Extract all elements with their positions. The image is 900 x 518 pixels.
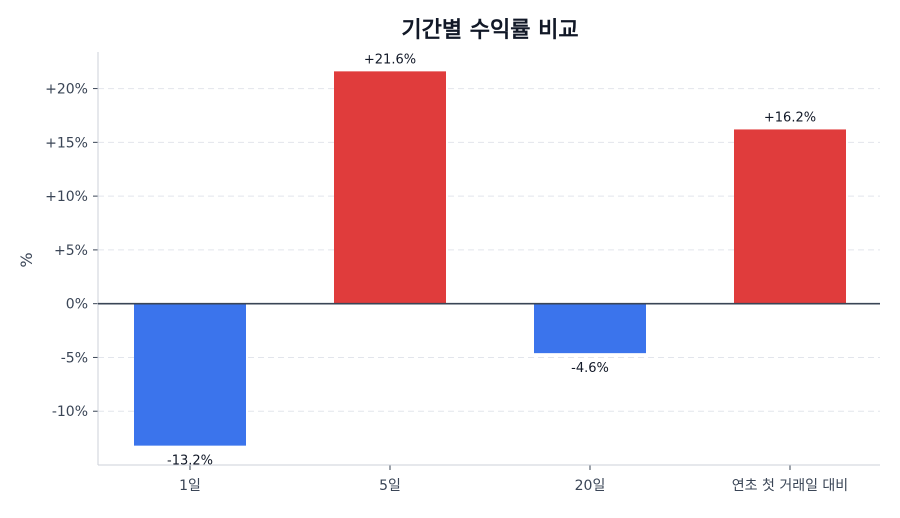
bar xyxy=(334,71,446,304)
y-tick-label: +5% xyxy=(54,243,88,259)
y-axis-label: % xyxy=(17,252,36,267)
y-tick-label: -5% xyxy=(61,350,88,366)
y-tick-label: -10% xyxy=(52,404,88,420)
y-tick-label: 0% xyxy=(66,297,88,313)
x-tick-label: 20일 xyxy=(575,478,606,494)
x-tick-label: 1일 xyxy=(179,478,201,494)
chart-title: 기간별 수익률 비교 xyxy=(401,18,578,43)
data-label: +16.2% xyxy=(764,110,816,125)
y-tick-label: +20% xyxy=(45,82,88,98)
y-tick-label: +10% xyxy=(45,189,88,205)
bar xyxy=(134,303,246,446)
x-tick-label: 5일 xyxy=(379,478,401,494)
data-label: -4.6% xyxy=(571,361,609,376)
y-tick-label: +15% xyxy=(45,135,88,151)
x-tick-label: 연초 첫 거래일 대비 xyxy=(732,478,848,494)
data-label: -13.2% xyxy=(167,454,213,469)
bar xyxy=(534,303,646,354)
bar xyxy=(734,129,846,304)
data-label: +21.6% xyxy=(364,52,416,67)
